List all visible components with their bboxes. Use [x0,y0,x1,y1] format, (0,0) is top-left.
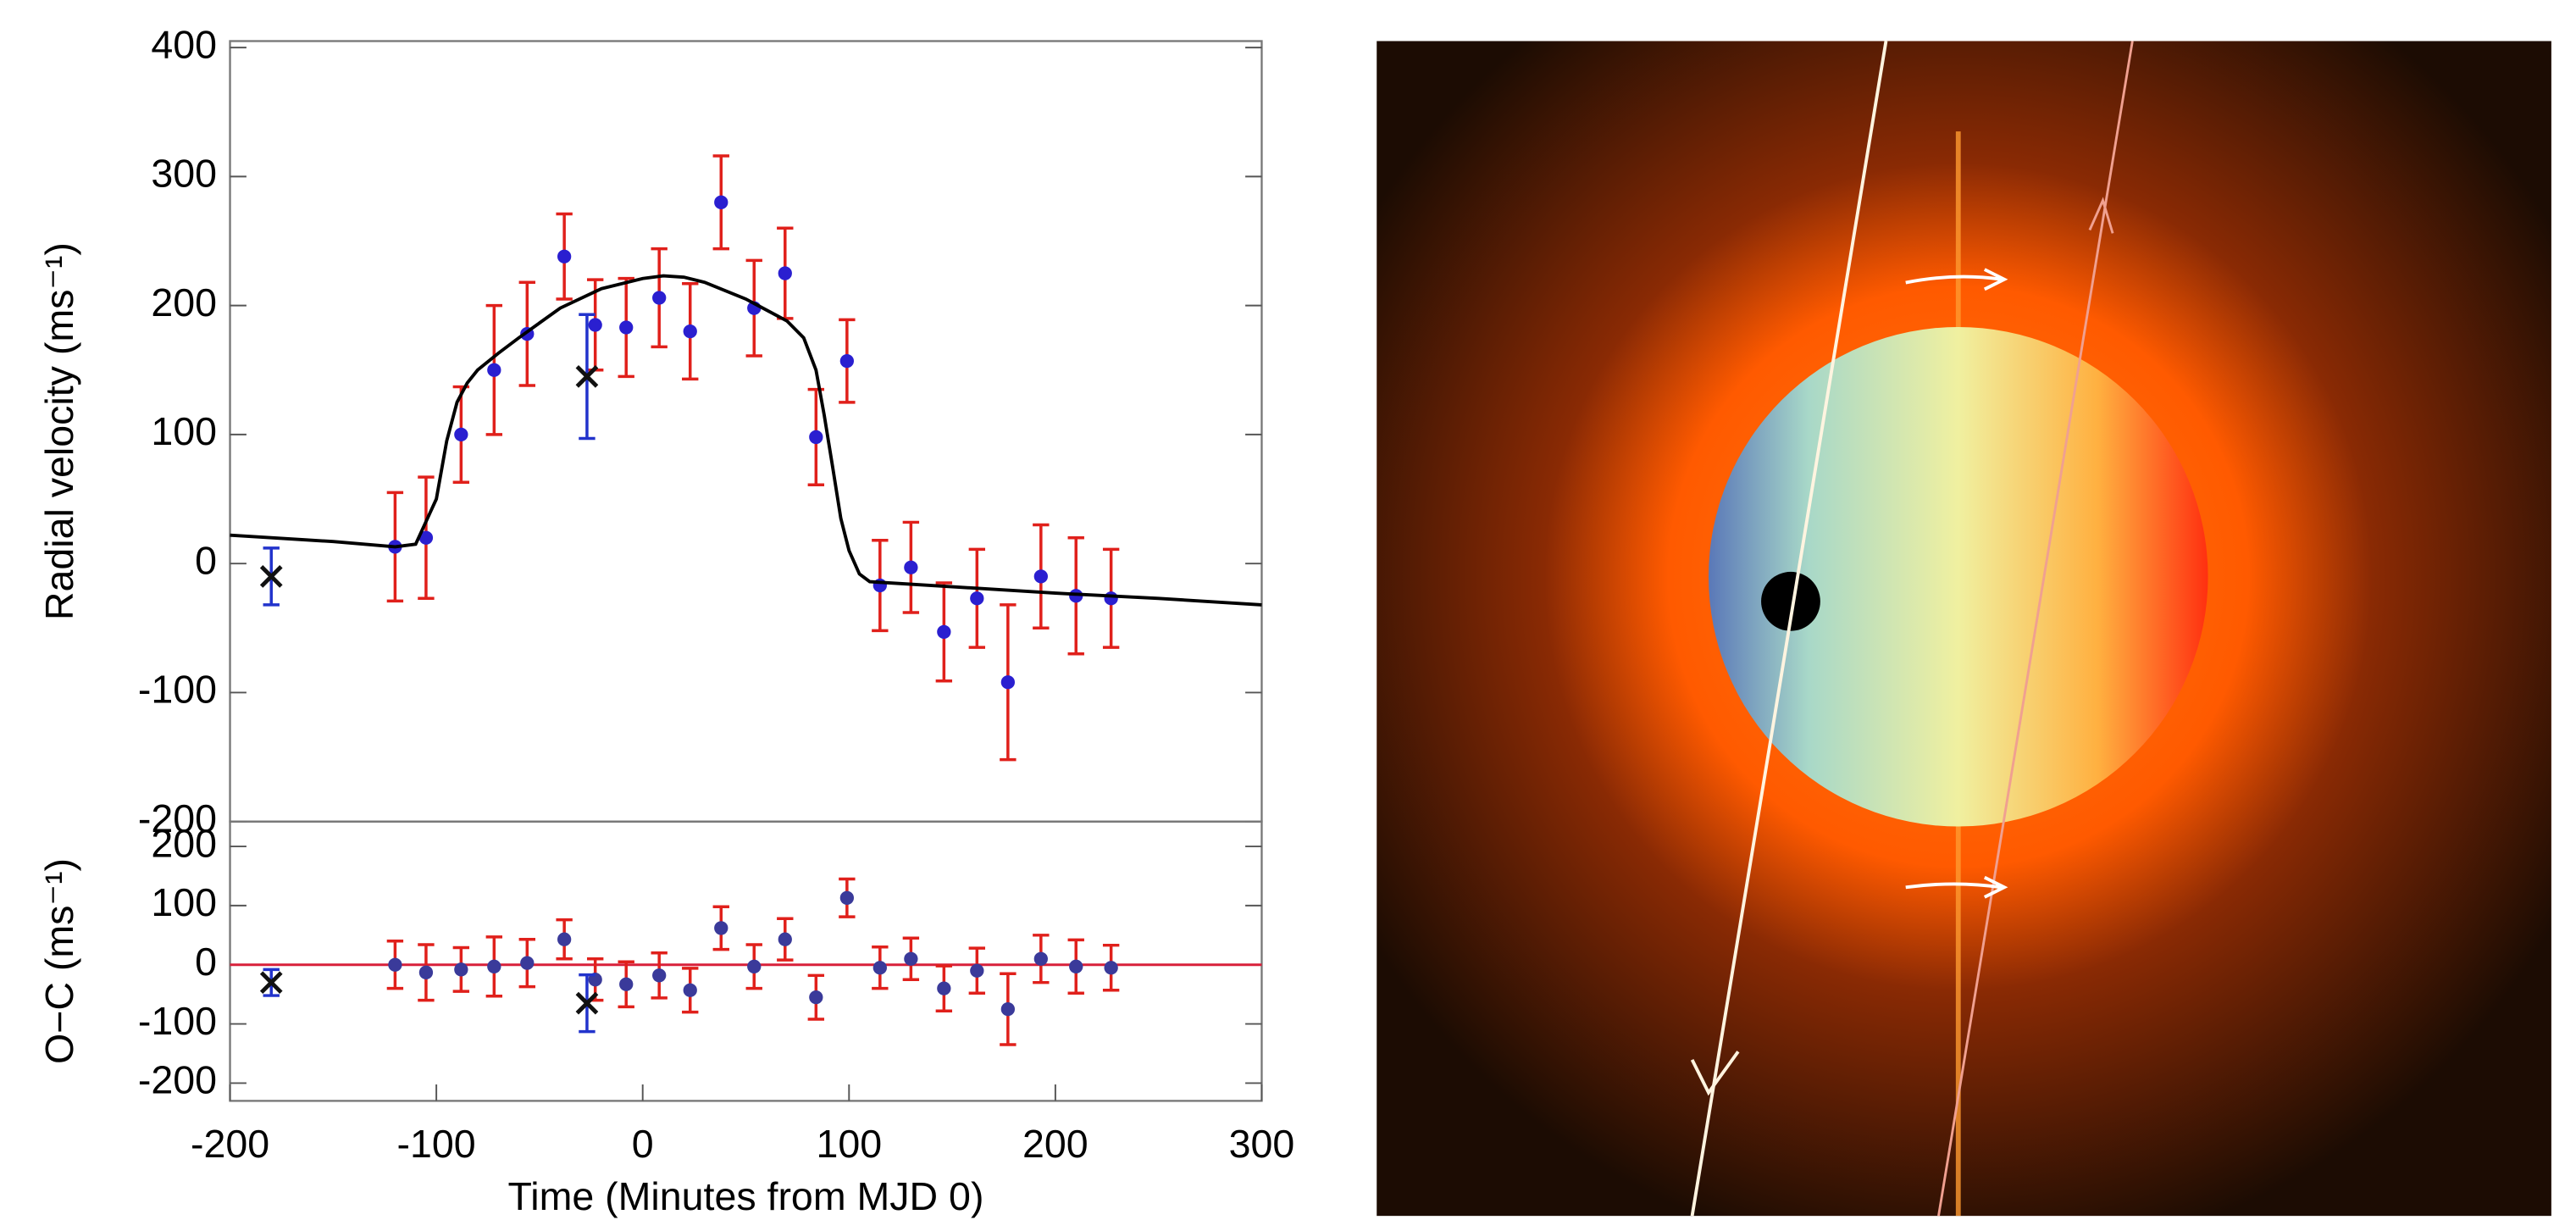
data-point [557,249,572,263]
y-tick-label: -100 [138,668,217,712]
data-point [970,591,984,606]
data-point [520,956,535,970]
data-point [714,921,728,935]
x-tick-label: 100 [816,1122,882,1166]
data-point [778,266,792,280]
data-point [1000,675,1016,690]
plot-frame [229,820,1263,1102]
data-point [652,968,667,983]
data-point [619,320,634,335]
y-tick-label: 300 [151,152,217,196]
x-tick-label: 200 [1022,1122,1089,1166]
data-point [778,932,792,946]
orbit-arrow [2088,197,2114,234]
x-tick-label: 0 [632,1122,654,1166]
data-point [937,981,951,995]
data-point [259,971,283,995]
data-point [747,959,762,973]
data-point [873,961,887,975]
rotation-arrow [1905,268,2008,291]
data-point [839,353,855,369]
star [1708,326,2208,827]
orbit-arrow [1690,1051,1740,1096]
data-point [575,991,599,1015]
y-tick-label: 100 [151,409,217,453]
y-tick-label: 0 [195,538,217,582]
data-point [588,318,602,332]
y-tick-label: -200 [138,796,217,840]
panel: -200 -100 0 100 200 300 400 Radial velocity (ms… [37,22,1263,840]
plot-frame [229,40,1263,823]
x-tick-label: -200 [191,1122,269,1166]
planet [1761,571,1820,631]
data-point [418,965,434,979]
planet-orbit [1690,41,1888,1217]
y-tick-label: -100 [138,999,217,1043]
data-point [1104,961,1118,975]
rotation-arrow [1905,875,2008,899]
x-tick-label: 300 [1229,1122,1295,1166]
data-point [652,291,667,305]
data-point [259,565,283,588]
data-point [970,963,984,978]
panel: -200 -100 0 100 200 -200 -100 0 100 200 300 O−C (ms… [37,820,1295,1218]
data-point [575,365,599,388]
data-point [683,324,697,339]
data-point [683,983,697,997]
y-tick-label: 0 [195,940,217,984]
y-axis-label: Radial velocity (ms⁻¹) [37,242,81,620]
data-point [714,195,728,209]
data-point [454,962,468,977]
data-point [487,959,501,973]
data-point [839,890,855,905]
data-point [388,957,402,972]
y-tick-label: -200 [138,1058,217,1102]
data-point [1104,591,1118,606]
star-orbit [1937,41,2134,1217]
model-curve [230,274,1262,607]
data-point [809,990,823,1005]
data-point [1033,951,1048,966]
data-point [557,932,572,946]
y-tick-label: 200 [151,280,217,324]
data-point [1000,1001,1016,1017]
y-tick-label: 100 [151,880,217,924]
x-axis-label: Time (Minutes from MJD 0) [508,1174,984,1218]
data-point [418,530,434,545]
data-point [619,977,634,991]
y-axis-label: O−C (ms⁻¹) [37,858,81,1064]
y-tick-label: 200 [151,821,217,865]
data-point [809,430,823,445]
data-point [1069,959,1083,973]
data-point [487,363,501,377]
data-point [904,560,918,574]
illustration [1377,41,2551,1217]
data-point [904,951,918,966]
data-point [937,624,951,640]
data-point [454,427,468,442]
data-point [1033,569,1048,584]
y-tick-label: 400 [151,22,217,66]
x-tick-label: -100 [397,1122,476,1166]
